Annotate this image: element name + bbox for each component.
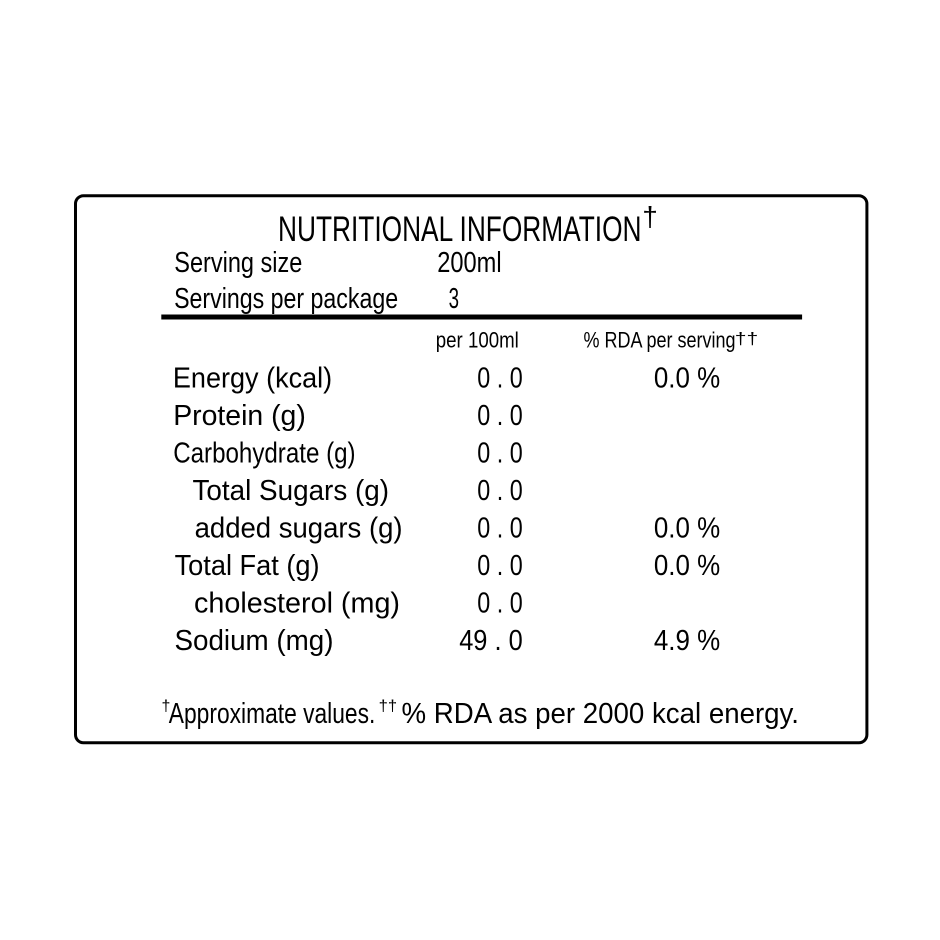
svg-text:3: 3	[449, 283, 459, 315]
svg-text:NUTRITIONAL INFORMATION: NUTRITIONAL INFORMATION	[278, 209, 642, 249]
svg-text:49 . 0: 49 . 0	[459, 625, 523, 657]
svg-text:††: ††	[735, 329, 759, 348]
svg-text:†: †	[642, 201, 658, 232]
svg-text:Total Sugars (g): Total Sugars (g)	[193, 475, 390, 507]
svg-text:Serving size: Serving size	[174, 247, 302, 279]
svg-text:Energy (kcal): Energy (kcal)	[173, 363, 332, 395]
svg-text:added sugars (g): added sugars (g)	[195, 512, 403, 544]
svg-text:Carbohydrate (g): Carbohydrate (g)	[173, 437, 355, 469]
svg-text:Sodium (mg): Sodium (mg)	[175, 625, 334, 657]
svg-text:†: †	[162, 698, 171, 715]
svg-text:0 . 0: 0 . 0	[477, 588, 522, 620]
svg-text:Approximate values.: Approximate values.	[169, 698, 375, 730]
svg-text:% RDA as per 2000 kcal energy.: % RDA as per 2000 kcal energy.	[402, 698, 800, 730]
svg-text:cholesterol (mg): cholesterol (mg)	[194, 588, 400, 620]
svg-text:0.0 %: 0.0 %	[654, 512, 720, 544]
svg-text:††: ††	[379, 698, 398, 715]
svg-text:0 . 0: 0 . 0	[477, 363, 522, 395]
svg-text:0 . 0: 0 . 0	[477, 475, 522, 507]
svg-text:% RDA per serving: % RDA per serving	[584, 328, 736, 353]
svg-text:200ml: 200ml	[437, 247, 501, 279]
svg-text:0.0 %: 0.0 %	[654, 550, 720, 582]
svg-text:0 . 0: 0 . 0	[477, 550, 522, 582]
svg-text:0.0 %: 0.0 %	[654, 363, 720, 395]
svg-text:0 . 0: 0 . 0	[477, 437, 522, 469]
svg-text:0 . 0: 0 . 0	[477, 400, 522, 432]
svg-text:4.9 %: 4.9 %	[654, 625, 720, 657]
svg-text:Servings per package: Servings per package	[174, 283, 398, 315]
svg-text:Protein (g): Protein (g)	[173, 400, 306, 432]
svg-text:per 100ml: per 100ml	[436, 328, 519, 353]
svg-text:0 . 0: 0 . 0	[477, 512, 522, 544]
svg-text:Total Fat (g): Total Fat (g)	[175, 550, 320, 582]
